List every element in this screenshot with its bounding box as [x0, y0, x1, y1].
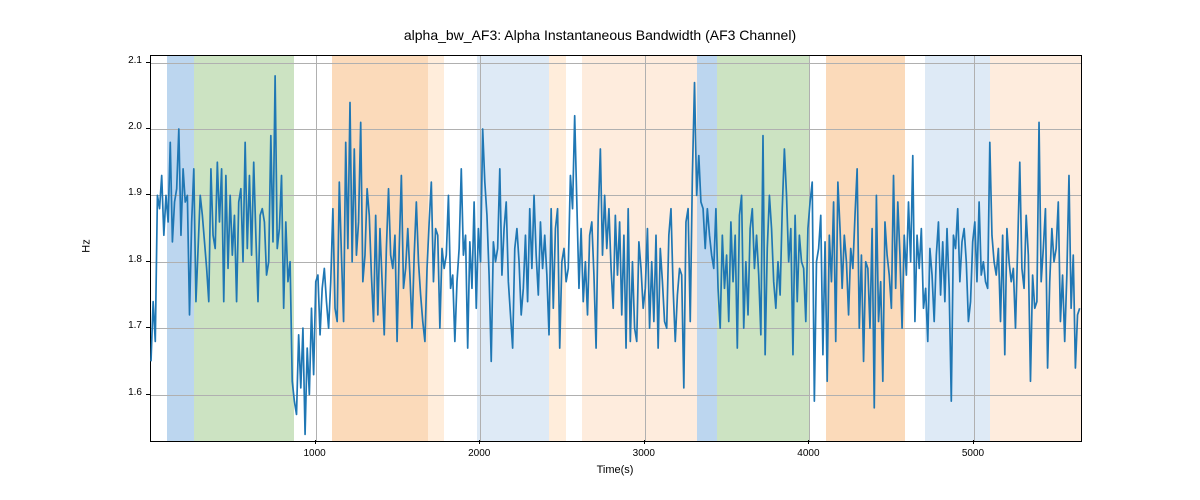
- x-tick-mark: [315, 440, 316, 444]
- x-tick-label: 4000: [783, 448, 833, 459]
- y-tick-mark: [146, 394, 150, 395]
- y-tick-mark: [146, 327, 150, 328]
- y-axis-label: Hz: [81, 239, 93, 252]
- figure-container: alpha_bw_AF3: Alpha Instantaneous Bandwi…: [0, 0, 1200, 500]
- y-tick-label: 1.8: [108, 254, 142, 265]
- x-tick-label: 5000: [948, 448, 998, 459]
- x-tick-label: 2000: [454, 448, 504, 459]
- y-tick-label: 2.0: [108, 121, 142, 132]
- x-tick-mark: [808, 440, 809, 444]
- y-tick-label: 1.6: [108, 387, 142, 398]
- y-tick-mark: [146, 261, 150, 262]
- x-axis-label: Time(s): [150, 464, 1080, 476]
- x-tick-label: 1000: [290, 448, 340, 459]
- y-tick-label: 2.1: [108, 55, 142, 66]
- x-tick-label: 3000: [619, 448, 669, 459]
- chart-title: alpha_bw_AF3: Alpha Instantaneous Bandwi…: [0, 27, 1200, 43]
- y-tick-mark: [146, 128, 150, 129]
- line-series: [151, 56, 1081, 441]
- y-tick-label: 1.9: [108, 187, 142, 198]
- x-tick-mark: [973, 440, 974, 444]
- y-tick-label: 1.7: [108, 320, 142, 331]
- x-tick-mark: [479, 440, 480, 444]
- x-tick-mark: [644, 440, 645, 444]
- plot-area: [150, 55, 1082, 442]
- data-line: [151, 76, 1080, 434]
- y-tick-mark: [146, 194, 150, 195]
- y-tick-mark: [146, 62, 150, 63]
